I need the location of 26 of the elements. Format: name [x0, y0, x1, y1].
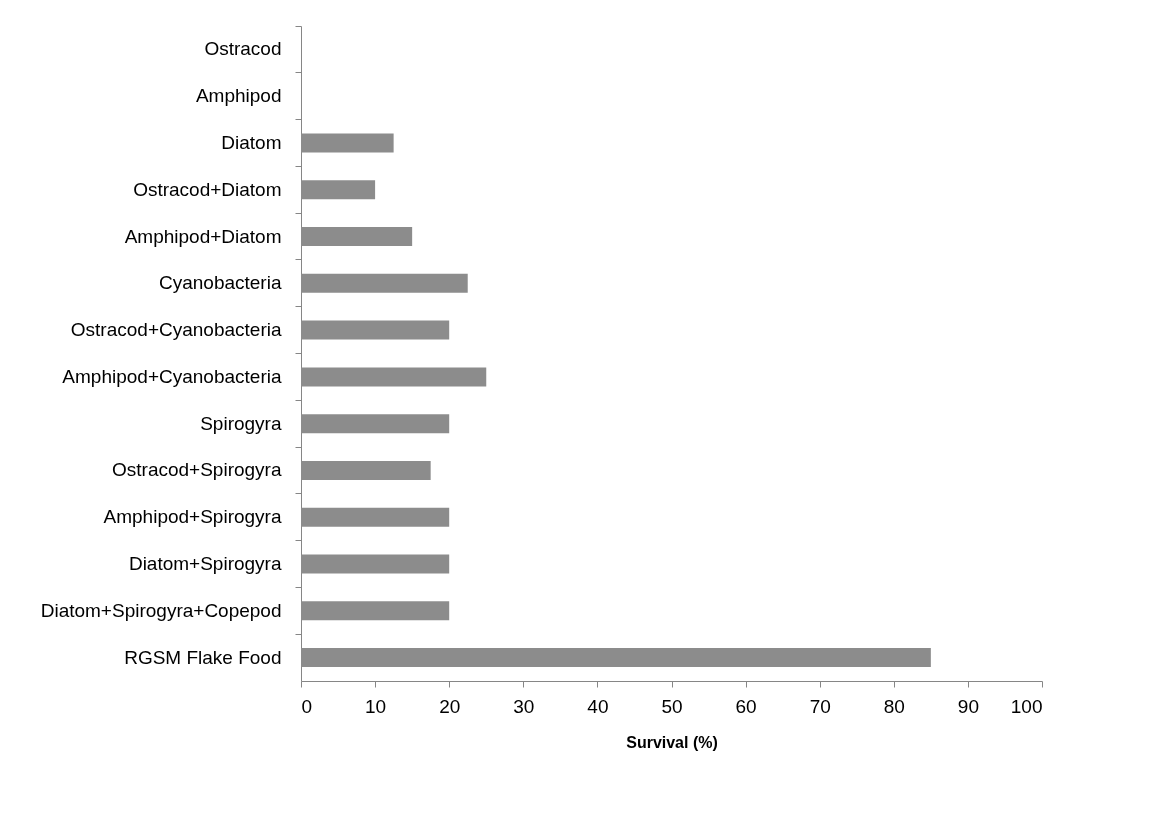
x-tick-label: 0 [301, 695, 313, 717]
y-tick-label: Diatom [221, 131, 282, 153]
y-tick-label: Amphipod+Diatom [124, 225, 282, 247]
y-tick-label: Ostracod [204, 38, 282, 60]
y-tick-label: Ostracod+Diatom [133, 178, 282, 200]
x-tick-label: 90 [957, 695, 979, 717]
x-tick-label: 70 [809, 695, 831, 717]
x-tick-label: 100 [1010, 695, 1043, 717]
x-tick-label: 40 [587, 695, 609, 717]
x-tick-label: 30 [513, 695, 535, 717]
x-tick-label: 20 [439, 695, 461, 717]
y-tick-label: Spirogyra [200, 412, 282, 434]
y-tick-label: Ostracod+Cyanobacteria [70, 319, 282, 341]
y-tick-label: Amphipod+Spirogyra [103, 506, 282, 528]
x-tick-label: 80 [883, 695, 905, 717]
x-axis-title: Survival (%) [626, 733, 718, 751]
y-tick-label: Cyanobacteria [158, 272, 282, 294]
y-tick-label: Diatom+Spirogyra+Copepod [40, 599, 282, 621]
y-tick-label: Amphipod [195, 85, 282, 107]
y-tick-label: RGSM Flake Food [124, 646, 282, 668]
x-tick-label: 60 [735, 695, 757, 717]
y-tick-label: Amphipod+Cyanobacteria [62, 365, 282, 387]
y-tick-label: Ostracod+Spirogyra [112, 459, 282, 481]
x-tick-label: 50 [661, 695, 683, 717]
x-tick-label: 10 [365, 695, 387, 717]
y-tick-label: Diatom+Spirogyra [128, 553, 282, 575]
